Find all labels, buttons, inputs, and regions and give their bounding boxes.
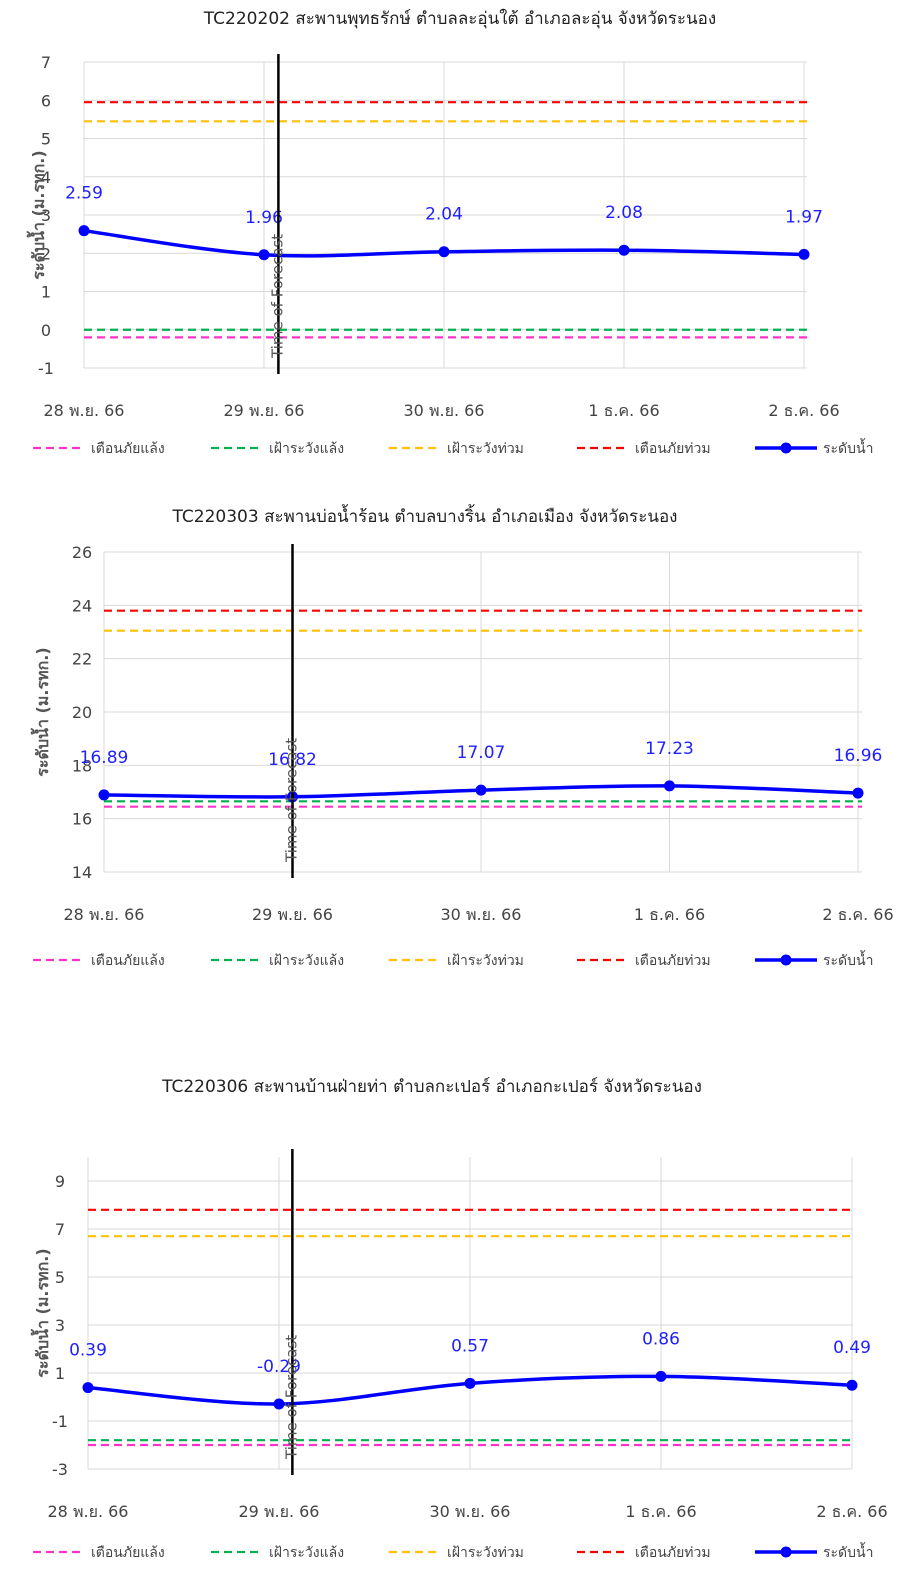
water-level-point [618,244,630,256]
y-tick-label: 26 [72,543,92,562]
x-tick-label: 2 ธ.ค. 66 [822,905,893,924]
y-tick-label: 16 [72,810,92,829]
y-tick-label: 1 [41,283,51,302]
y-tick-label: 4 [41,168,51,187]
water-level-point [475,784,487,796]
data-label: 2.08 [605,203,643,223]
water-level-point [655,1370,667,1382]
legend-label-dry-warning: เตือนภัยแล้ง [91,441,165,457]
y-axis-title: ระดับน้ำ (ม.รทก.) [30,647,52,776]
water-level-point [846,1379,858,1391]
y-tick-label: 20 [72,703,92,722]
chart-tc220306: TC220306 สะพานบ้านฝ่ายท่า ตำบลกะเปอร์ อำ… [30,1077,888,1561]
y-tick-label: -3 [52,1460,68,1479]
y-tick-label: -1 [52,1412,68,1431]
y-tick-label: 2 [41,244,51,263]
legend-marker-water-level [780,1546,792,1558]
x-tick-label: 30 พ.ย. 66 [430,1502,511,1521]
chart-title: TC220303 สะพานบ่อน้ำร้อน ตำบลบางริ้น อำเ… [172,504,678,527]
data-label: 1.97 [785,207,823,227]
data-label: 0.39 [69,1341,107,1361]
y-tick-label: 3 [41,206,51,225]
x-tick-label: 2 ธ.ค. 66 [768,401,839,420]
y-tick-label: 18 [72,756,92,775]
y-axis-title: ระดับน้ำ (ม.รทก.) [26,150,48,279]
data-label: 16.89 [80,748,129,768]
x-tick-label: 1 ธ.ค. 66 [625,1502,696,1521]
data-label: -0.29 [257,1357,301,1377]
data-label: 17.07 [457,743,506,763]
x-tick-label: 1 ธ.ค. 66 [634,905,705,924]
y-tick-label: 5 [55,1268,65,1287]
data-label: 1.96 [245,208,283,228]
data-label: 0.57 [451,1336,489,1356]
y-tick-label: 6 [41,91,51,110]
y-tick-label: 9 [55,1172,65,1191]
x-tick-label: 28 พ.ย. 66 [44,401,125,420]
x-tick-label: 30 พ.ย. 66 [441,905,522,924]
data-label: 0.86 [642,1329,680,1349]
x-tick-label: 1 ธ.ค. 66 [588,401,659,420]
x-tick-label: 28 พ.ย. 66 [48,1502,129,1521]
y-tick-label: 7 [41,53,51,72]
legend-label-water-level: ระดับน้ำ [823,1542,873,1561]
x-tick-label: 2 ธ.ค. 66 [816,1502,887,1521]
y-axis-title: ระดับน้ำ (ม.รทก.) [30,1248,52,1377]
water-level-point [664,780,675,792]
y-tick-label: 22 [72,650,92,669]
x-tick-label: 29 พ.ย. 66 [239,1502,320,1521]
x-tick-label: 29 พ.ย. 66 [224,401,305,420]
y-tick-label: 7 [55,1220,65,1239]
legend-marker-water-level [780,954,792,966]
data-label: 17.23 [645,739,694,759]
water-level-point [273,1398,285,1410]
y-tick-label: 5 [41,130,51,149]
legend-label-flood-watch: เฝ้าระวังท่วม [447,441,524,457]
y-tick-label: 24 [72,596,92,615]
data-label: 0.49 [833,1338,871,1358]
data-label: 2.04 [425,205,463,225]
legend-label-dry-watch: เฝ้าระวังแล้ง [269,953,344,969]
legend-label-water-level: ระดับน้ำ [823,438,873,457]
legend-label-dry-warning: เตือนภัยแล้ง [91,1545,165,1561]
legend-label-flood-warning: เตือนภัยท่วม [635,1545,711,1561]
legend-label-flood-watch: เฝ้าระวังท่วม [447,1545,524,1561]
water-level-point [464,1377,476,1389]
x-tick-label: 30 พ.ย. 66 [404,401,485,420]
data-label: 2.59 [65,184,103,204]
legend-label-flood-warning: เตือนภัยท่วม [635,953,711,969]
forecast-label: Time of Forecast [282,1335,300,1460]
legend-label-dry-watch: เฝ้าระวังแล้ง [269,1545,344,1561]
chart-tc220303: TC220303 สะพานบ่อน้ำร้อน ตำบลบางริ้น อำเ… [30,504,894,969]
water-level-point [82,1382,94,1394]
y-tick-label: 0 [41,321,51,340]
y-tick-label: -1 [38,359,54,378]
water-level-point [798,248,810,260]
legend-label-dry-warning: เตือนภัยแล้ง [91,953,165,969]
legend-marker-water-level [780,442,792,454]
y-tick-label: 1 [55,1364,65,1383]
chart-tc220202: TC220202 สะพานพุทธรักษ์ ตำบลละอุ่นใต้ อำ… [26,8,873,457]
legend-label-dry-watch: เฝ้าระวังแล้ง [269,441,344,457]
legend-label-flood-warning: เตือนภัยท่วม [635,441,711,457]
water-level-point [98,789,110,801]
water-level-point [78,225,90,237]
legend-label-water-level: ระดับน้ำ [823,950,873,969]
y-tick-label: 3 [55,1316,65,1335]
water-level-point [438,246,450,258]
data-label: 16.96 [834,746,883,766]
x-tick-label: 28 พ.ย. 66 [64,905,145,924]
chart-title: TC220306 สะพานบ้านฝ่ายท่า ตำบลกะเปอร์ อำ… [161,1077,702,1097]
legend-label-flood-watch: เฝ้าระวังท่วม [447,953,524,969]
forecast-label: Time of Forecast [268,234,286,359]
forecast-label: Time of Forecast [283,738,301,863]
chart-title: TC220202 สะพานพุทธรักษ์ ตำบลละอุ่นใต้ อำ… [203,8,716,29]
y-tick-label: 14 [72,863,92,882]
x-tick-label: 29 พ.ย. 66 [252,905,333,924]
water-level-point [258,249,270,261]
water-level-point [852,787,864,799]
